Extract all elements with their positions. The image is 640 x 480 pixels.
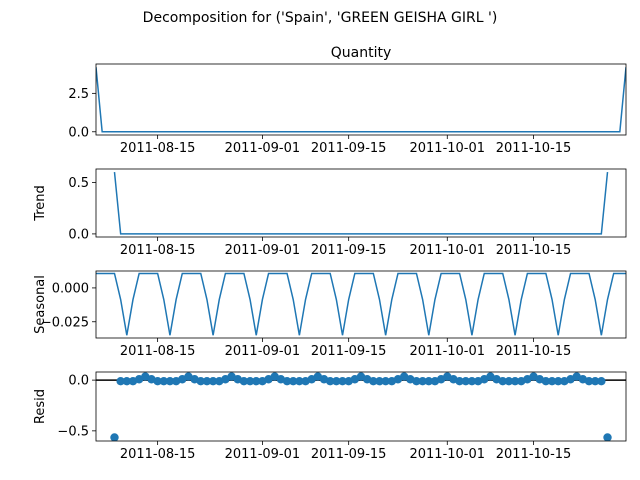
x-tick-label: 2011-09-15 xyxy=(311,447,387,462)
x-tick-label: 2011-08-15 xyxy=(120,344,196,359)
resid-point xyxy=(159,377,168,386)
figure-title: Decomposition for ('Spain', 'GREEN GEISH… xyxy=(143,10,498,26)
y-tick-label: −0.025 xyxy=(41,315,89,330)
seasonal-axes-frame xyxy=(95,270,627,339)
resid-point xyxy=(338,377,347,386)
x-tick-label: 2011-10-15 xyxy=(496,141,572,156)
quantity-axes-frame xyxy=(95,63,627,136)
seasonal-series-line xyxy=(96,272,626,336)
trend-data xyxy=(113,172,609,235)
resid-point xyxy=(510,377,520,386)
resid-point xyxy=(461,377,470,386)
x-tick-label: 2011-10-01 xyxy=(409,344,485,359)
resid-point xyxy=(412,377,421,386)
seasonal-data xyxy=(96,272,626,336)
panel-quantity: 2011-08-15 2011-09-01 2011-09-15 2011-10-01… xyxy=(68,45,627,156)
x-tick-label: 2011-09-15 xyxy=(311,141,387,156)
resid-point xyxy=(295,377,304,386)
resid-point xyxy=(541,377,551,386)
resid-point xyxy=(325,377,335,386)
x-tick-label: 2011-09-01 xyxy=(225,344,301,359)
resid-point xyxy=(116,377,125,386)
resid-point xyxy=(332,377,341,386)
resid-point xyxy=(369,377,378,386)
panels: 2011-08-15 2011-09-01 2011-09-15 2011-10-01… xyxy=(33,45,627,462)
x-tick-label: 2011-10-01 xyxy=(409,447,485,462)
resid-point xyxy=(584,377,594,386)
resid-point xyxy=(282,377,292,386)
resid-point xyxy=(597,377,606,386)
resid-data xyxy=(96,372,626,441)
quantity-data xyxy=(96,67,626,133)
resid-point xyxy=(590,377,600,386)
panel-trend: 2011-08-15 2011-09-01 2011-09-15 2011-10-01… xyxy=(33,168,627,258)
trend-series-line xyxy=(113,172,609,235)
resid-point xyxy=(289,377,298,386)
trend-ylabel: Trend xyxy=(33,185,48,222)
x-tick-label: 2011-10-01 xyxy=(409,243,485,258)
x-tick-label: 2011-10-15 xyxy=(496,344,572,359)
x-tick-label: 2011-08-15 xyxy=(120,447,196,462)
y-tick-label: 0.0 xyxy=(68,374,89,389)
resid-point xyxy=(375,377,384,386)
x-tick-label: 2011-09-15 xyxy=(311,243,387,258)
resid-point xyxy=(424,377,433,386)
resid-point xyxy=(122,377,132,386)
panel-resid: 2011-08-15 2011-09-01 2011-09-15 2011-10-01… xyxy=(33,371,627,462)
x-tick-label: 2011-08-15 xyxy=(120,141,196,156)
resid-point xyxy=(603,433,612,441)
quantity-title: Quantity xyxy=(331,45,392,61)
panel-seasonal: 2011-08-15 2011-09-01 2011-09-15 2011-10-01… xyxy=(33,270,627,359)
y-tick-label: −0.5 xyxy=(57,424,89,439)
y-tick-label: 0.000 xyxy=(52,281,89,296)
trend-axes-frame xyxy=(95,168,627,238)
resid-point xyxy=(467,377,477,386)
x-tick-label: 2011-08-15 xyxy=(120,243,196,258)
x-tick-label: 2011-10-01 xyxy=(409,141,485,156)
x-tick-label: 2011-09-01 xyxy=(225,141,301,156)
x-tick-label: 2011-09-15 xyxy=(311,344,387,359)
resid-point xyxy=(165,377,175,386)
resid-point xyxy=(418,377,427,386)
resid-point xyxy=(239,377,249,386)
resid-point xyxy=(504,377,514,386)
resid-point xyxy=(110,433,119,441)
resid-point xyxy=(245,377,255,386)
resid-point xyxy=(252,377,261,386)
y-tick-label: 2.5 xyxy=(68,87,89,102)
resid-point xyxy=(202,377,212,386)
x-tick-label: 2011-09-01 xyxy=(225,447,301,462)
seasonal-ylabel: Seasonal xyxy=(33,275,48,334)
resid-point xyxy=(554,377,563,386)
resid-point xyxy=(498,377,507,386)
resid-point xyxy=(153,377,162,386)
resid-point xyxy=(547,377,557,386)
x-tick-label: 2011-10-15 xyxy=(496,243,572,258)
resid-ylabel: Resid xyxy=(33,389,48,424)
y-tick-label: 0.5 xyxy=(68,176,89,191)
resid-point xyxy=(196,377,205,386)
resid-point xyxy=(208,377,218,386)
resid-axes-frame xyxy=(95,371,627,442)
y-tick-label: 0.0 xyxy=(68,125,89,140)
x-tick-label: 2011-09-01 xyxy=(225,243,301,258)
x-tick-label: 2011-10-15 xyxy=(496,447,572,462)
quantity-series-line xyxy=(96,67,626,133)
y-tick-label: 0.0 xyxy=(68,227,89,242)
resid-point xyxy=(455,377,464,386)
resid-point xyxy=(381,377,390,386)
